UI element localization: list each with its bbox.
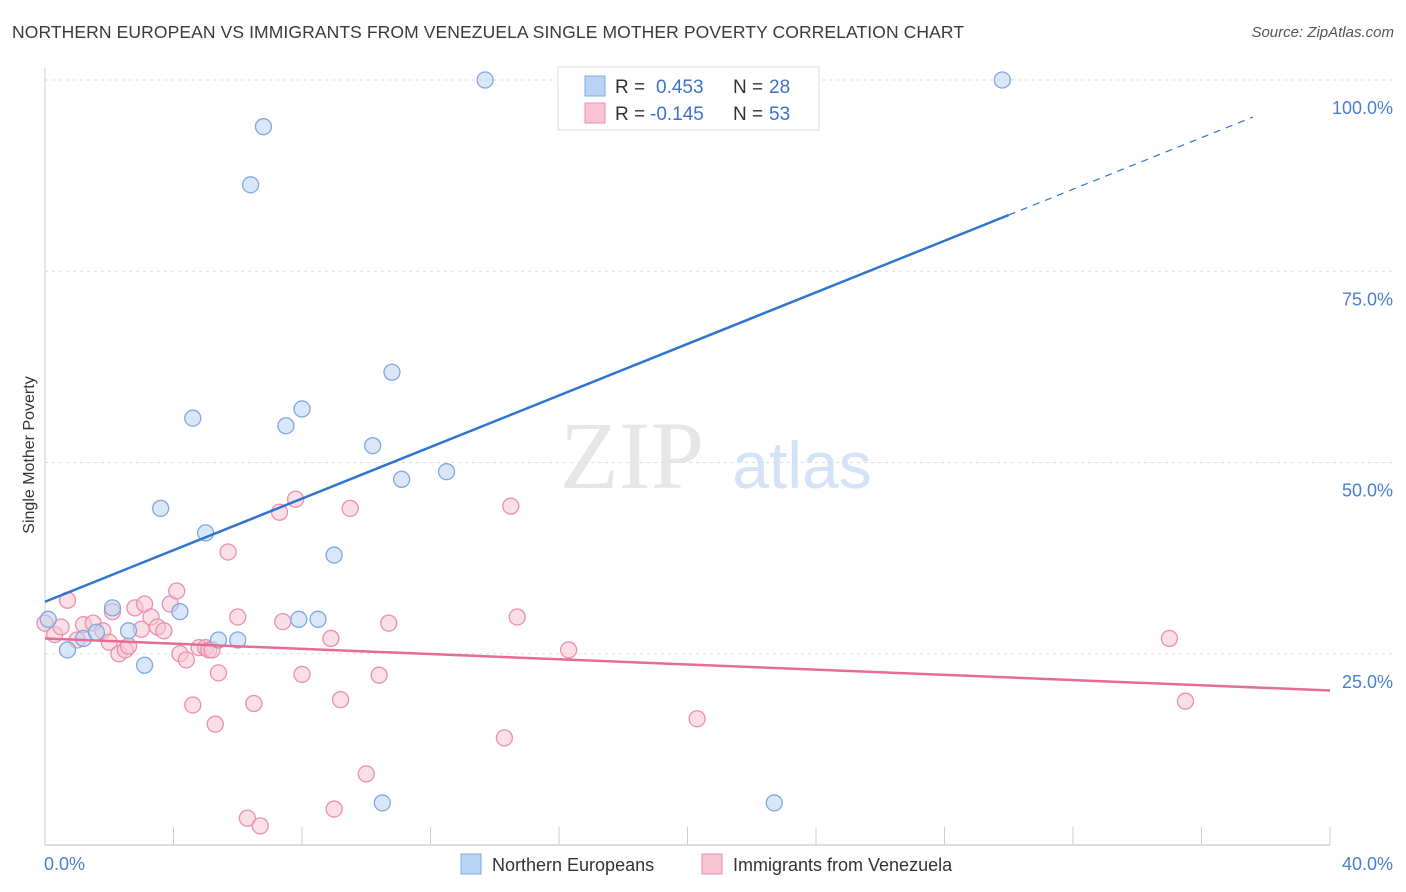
immigrants-from-venezuela-point <box>177 651 196 669</box>
stats-legend: R = 0.453 N = 28 R = -0.145 N = 53 <box>557 66 820 131</box>
immigrants-from-venezuela-point <box>206 715 224 733</box>
northern-europeans-trend-extension <box>1008 116 1254 216</box>
immigrants-from-venezuela-point <box>274 612 292 631</box>
northern-europeans-point <box>383 363 401 381</box>
northern-europeans-point <box>209 631 228 649</box>
legend-r-value-pink: -0.145 <box>650 104 704 125</box>
legend-swatch-pink <box>584 102 606 124</box>
immigrants-from-venezuela-point <box>293 665 311 684</box>
immigrants-from-venezuela-point <box>251 817 269 835</box>
legend-r-label-pink: R = <box>615 104 645 125</box>
immigrants-from-venezuela-point <box>341 499 359 518</box>
northern-europeans-point <box>309 610 327 628</box>
immigrants-from-venezuela-point <box>508 608 526 626</box>
northern-europeans-point <box>373 794 391 812</box>
immigrants-from-venezuela-point <box>155 622 173 640</box>
immigrants-from-venezuela-point <box>559 641 578 659</box>
northern-europeans-point <box>364 437 382 455</box>
immigrants-from-venezuela-point <box>1160 629 1179 648</box>
immigrants-from-venezuela-point <box>495 729 514 747</box>
series-legend-swatch-pink <box>701 853 723 875</box>
northern-europeans-point <box>184 409 202 427</box>
northern-europeans-point <box>171 603 189 621</box>
immigrants-from-venezuela-point <box>219 543 237 561</box>
legend-n-label-pink: N = <box>733 104 763 125</box>
legend-n-value-blue: 28 <box>769 77 790 98</box>
immigrants-from-venezuela-point <box>357 765 375 783</box>
legend-n-label-blue: N = <box>733 77 763 98</box>
northern-europeans-point <box>290 610 308 628</box>
chart-title: NORTHERN EUROPEAN VS IMMIGRANTS FROM VEN… <box>12 22 965 42</box>
northern-europeans-point <box>229 631 247 649</box>
northern-europeans-point <box>103 599 122 617</box>
northern-europeans-point <box>135 656 154 674</box>
northern-europeans-point <box>993 71 1011 89</box>
immigrants-from-venezuela-point <box>52 618 70 636</box>
northern-europeans-points <box>39 71 1011 812</box>
northern-europeans-point <box>325 546 343 564</box>
immigrants-from-venezuela-point <box>168 582 186 600</box>
northern-europeans-point <box>241 176 260 194</box>
northern-europeans-point <box>254 118 273 136</box>
y-tick-label: 50.0% <box>1342 481 1393 501</box>
series-legend-label-pink: Immigrants from Venezuela <box>733 855 953 875</box>
y-tick-label: 25.0% <box>1342 672 1393 692</box>
northern-europeans-point <box>392 470 411 488</box>
legend-swatch-blue <box>584 75 606 97</box>
axes: 25.0% 50.0% 75.0% 100.0% <box>44 68 1393 846</box>
northern-europeans-point <box>119 622 138 640</box>
grid-lines <box>45 79 1393 655</box>
immigrants-from-venezuela-point <box>325 800 343 818</box>
northern-europeans-point <box>476 71 494 89</box>
trend-lines <box>44 116 1331 692</box>
immigrants-from-venezuela-point <box>1176 692 1195 710</box>
northern-europeans-point <box>151 499 170 518</box>
y-axis-label: Single Mother Poverty <box>21 376 38 533</box>
northern-europeans-trend-line <box>44 213 1010 603</box>
series-legend-swatch-blue <box>460 853 482 875</box>
northern-europeans-point <box>765 794 783 812</box>
northern-europeans-point <box>87 623 106 641</box>
northern-europeans-point <box>277 417 295 435</box>
immigrants-from-venezuela-point <box>322 629 340 648</box>
y-tick-label: 100.0% <box>1332 98 1393 118</box>
immigrants-from-venezuela-point <box>370 666 388 684</box>
immigrants-from-venezuela-point <box>238 809 257 827</box>
northern-europeans-point <box>293 400 311 418</box>
series-legend-label-blue: Northern Europeans <box>492 855 654 875</box>
watermark-atlas: atlas <box>732 428 871 502</box>
x-tick-label-min: 0.0% <box>44 854 85 874</box>
immigrants-from-venezuela-point <box>688 710 706 728</box>
immigrants-from-venezuela-point <box>245 694 263 713</box>
source-credit: Source: ZipAtlas.com <box>1251 24 1394 41</box>
watermark-zip: ZIP <box>560 402 704 509</box>
immigrants-from-venezuela-point <box>380 614 398 632</box>
immigrants-from-venezuela-point <box>502 497 520 515</box>
legend-r-label-blue: R = <box>615 77 645 98</box>
immigrants-from-venezuela-trend-line <box>44 637 1331 692</box>
immigrants-from-venezuela-point <box>209 664 228 682</box>
x-tick-label-max: 40.0% <box>1342 854 1393 874</box>
northern-europeans-point <box>39 610 57 628</box>
legend-n-value-pink: 53 <box>769 104 790 125</box>
immigrants-from-venezuela-point <box>229 608 247 626</box>
legend-r-value-blue: 0.453 <box>656 77 704 98</box>
immigrants-from-venezuela-point <box>331 691 350 709</box>
y-tick-label: 75.0% <box>1342 289 1393 309</box>
northern-europeans-point <box>437 463 456 481</box>
northern-europeans-point <box>58 641 77 659</box>
series-legend: Northern Europeans Immigrants from Venez… <box>460 853 953 875</box>
immigrants-from-venezuela-point <box>184 696 202 714</box>
